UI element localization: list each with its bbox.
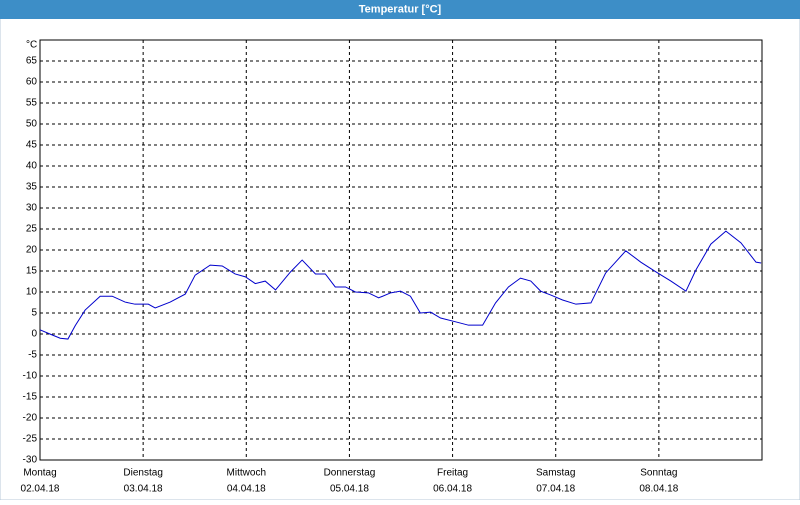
plot-frame bbox=[39, 39, 763, 461]
x-tick-date: 06.04.18 bbox=[433, 484, 472, 495]
x-tick-date: 04.04.18 bbox=[227, 484, 266, 495]
y-tick-label: 30 bbox=[26, 203, 38, 214]
y-tick-label: -15 bbox=[23, 392, 38, 403]
y-unit: °C bbox=[26, 40, 37, 51]
x-tick-label: Sonntag bbox=[640, 468, 677, 479]
y-tick-label: -30 bbox=[23, 455, 38, 466]
x-tick-date: 05.04.18 bbox=[330, 484, 369, 495]
y-tick-label: 45 bbox=[26, 140, 38, 151]
y-tick-label: -25 bbox=[23, 434, 38, 445]
y-tick-label: 25 bbox=[26, 224, 38, 235]
y-tick-label: 10 bbox=[26, 287, 38, 298]
data-line bbox=[39, 230, 762, 340]
x-tick-label: Dienstag bbox=[123, 468, 162, 479]
y-tick-label: -5 bbox=[28, 350, 37, 361]
y-tick-label: 35 bbox=[26, 182, 38, 193]
y-tick-label: -20 bbox=[23, 413, 38, 424]
y-tick-label: 50 bbox=[26, 119, 38, 130]
y-tick-label: -10 bbox=[23, 371, 38, 382]
x-tick-label: Samstag bbox=[536, 468, 575, 479]
y-tick-label: 60 bbox=[26, 77, 38, 88]
x-tick-label: Mittwoch bbox=[227, 468, 266, 479]
x-tick-date: 02.04.18 bbox=[21, 484, 60, 495]
y-tick-label: 5 bbox=[31, 308, 37, 319]
x-tick-date: 08.04.18 bbox=[639, 484, 678, 495]
y-tick-label: 20 bbox=[26, 245, 38, 256]
y-tick-label: 55 bbox=[26, 98, 38, 109]
x-tick-label: Donnerstag bbox=[324, 468, 376, 479]
x-tick-date: 03.04.18 bbox=[124, 484, 163, 495]
y-tick-label: 0 bbox=[31, 329, 37, 340]
chart-title: Temperatur [°C] bbox=[359, 3, 442, 15]
title-bar bbox=[0, 0, 800, 19]
y-tick-label: 40 bbox=[26, 161, 38, 172]
x-tick-label: Montag bbox=[23, 468, 56, 479]
x-tick-date: 07.04.18 bbox=[536, 484, 575, 495]
x-tick-label: Freitag bbox=[437, 468, 468, 479]
y-tick-label: 65 bbox=[26, 56, 38, 67]
y-tick-label: 15 bbox=[26, 266, 38, 277]
